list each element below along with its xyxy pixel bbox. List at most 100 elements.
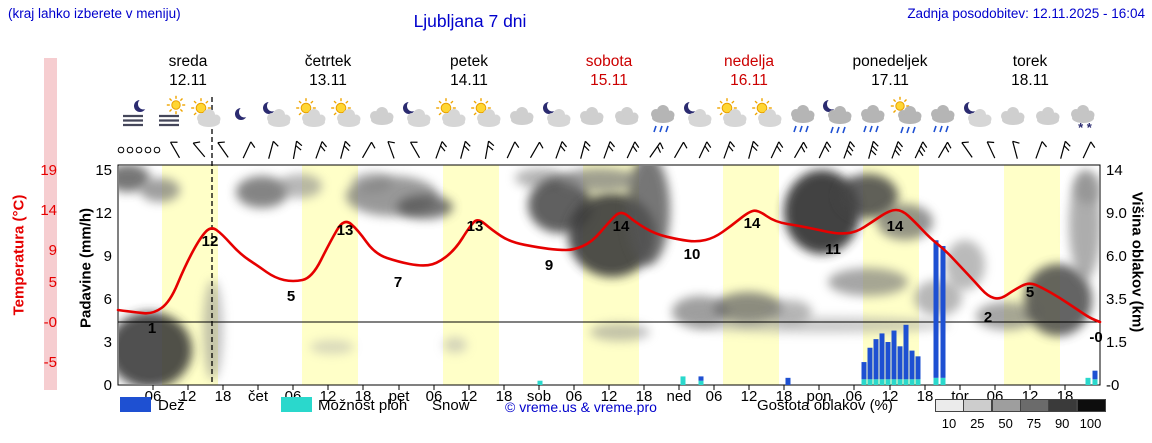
day-date: 15.11 [590, 72, 628, 89]
cloud-shape [1001, 107, 1025, 125]
weather-icon-moon-cloud [403, 100, 431, 127]
copyright-link[interactable]: © vreme.us & vreme.pro [505, 399, 657, 415]
cloud-shape [477, 109, 501, 127]
cloud-density-swatch [1048, 399, 1078, 412]
day-name: petek [450, 53, 488, 70]
wind-barb [937, 141, 952, 159]
rain-bar [897, 346, 903, 380]
cloud-blob [443, 337, 467, 353]
temperature-curve [116, 208, 1102, 324]
cloud-shape [791, 105, 815, 123]
time-tick-label: 06 [566, 388, 583, 405]
cloud-shape [931, 105, 955, 123]
rain-bar [885, 342, 891, 380]
rain-bar [891, 330, 897, 380]
wind-barb [626, 141, 640, 159]
cloud-density-swatch [935, 399, 964, 412]
sun-shape [191, 98, 211, 118]
time-tick-label: 18 [917, 388, 934, 405]
moon-shape [263, 100, 278, 114]
wind-barb [192, 141, 206, 158]
wind-barb [555, 141, 568, 159]
weather-icon-cloud-snow: * * [1071, 105, 1095, 135]
temperature-axis-tick: 5 [49, 274, 57, 291]
shower-bar [1092, 379, 1098, 385]
cloud-shape [898, 106, 922, 124]
weather-icon-sun-cloud [717, 98, 747, 127]
last-update-text: Zadnja posodobitev: 12.11.2025 - 16:04 [907, 6, 1145, 21]
cloud-shape [723, 109, 747, 127]
precipitation-axis-tick: 9 [104, 248, 112, 265]
cloud-shape [758, 109, 782, 127]
day-name: sobota [585, 53, 633, 70]
shower-legend-swatch [281, 397, 312, 412]
fog-lines [159, 114, 179, 127]
cloud-blob [310, 340, 354, 354]
temperature-point-label: 10 [684, 246, 701, 263]
day-date: 13.11 [309, 72, 347, 89]
wind-barb [986, 141, 996, 159]
cloud-shape [337, 109, 361, 127]
precipitation-axis-tick: 15 [95, 162, 112, 179]
weather-icon-moon-cloud [684, 100, 712, 127]
shower-bar [680, 376, 686, 385]
cloud-density-value: 100 [1079, 416, 1102, 431]
temperature-point-label: 13 [337, 222, 354, 239]
cloud-blob [590, 323, 650, 341]
weather-icon-sun-cloud [331, 98, 361, 127]
temperature-axis-tick: 19 [40, 162, 57, 179]
wind-barb [580, 140, 591, 159]
shower-bar [879, 379, 885, 385]
precipitation-axis-tick: 0 [104, 377, 112, 394]
cloud-shape [547, 109, 571, 127]
wind-barb [843, 141, 856, 159]
cloud-density-layer [119, 166, 1099, 384]
wind-barb [1035, 141, 1048, 159]
cloud-blob [278, 174, 322, 198]
wind-barb [868, 140, 879, 159]
temperature-axis-tick: -5 [44, 354, 57, 371]
wind-barb [387, 140, 395, 159]
day-header: sobota 15.11 [586, 52, 633, 90]
moon-shape [543, 100, 558, 114]
cloud-density-value: 75 [1026, 416, 1042, 431]
time-tick-label: sob [527, 388, 551, 405]
day-date: 14.11 [450, 72, 488, 89]
day-name: sreda [168, 53, 208, 70]
cloud-density-swatch [1019, 399, 1049, 412]
cloud-density-scale: 10 25 50 75 90 100 [935, 399, 1107, 433]
rain-drops [793, 125, 809, 133]
weather-icon-fog-sun [159, 95, 186, 127]
temperature-axis-tick: -0 [44, 314, 57, 331]
wind-barb [770, 141, 784, 159]
cloud-shape [861, 105, 885, 123]
cloud-shape [370, 107, 394, 125]
rain-drops [900, 126, 916, 134]
rain-bar [915, 356, 921, 380]
temperature-point-label: 14 [744, 215, 761, 232]
rain-drops [653, 125, 669, 133]
time-tick-label: pet [389, 388, 411, 405]
wind-barb [698, 141, 712, 159]
time-tick-label: 06 [706, 388, 723, 405]
rain-legend-swatch [120, 397, 151, 412]
rain-bar [1092, 370, 1098, 380]
weather-icon-cloud [370, 107, 394, 125]
cloud-shape [968, 109, 992, 127]
cloud-blob [119, 312, 192, 384]
cloud-shape [302, 109, 326, 127]
time-tick-label: 18 [636, 388, 653, 405]
day-header: četrtek 13.11 [305, 52, 352, 90]
time-tick-label: 06 [846, 388, 863, 405]
calm-wind-circle [126, 146, 134, 154]
time-tick-label: 12 [320, 388, 337, 405]
cloud-shape [828, 106, 852, 124]
weather-icon-rain [651, 105, 675, 133]
cloud-blob [828, 268, 908, 296]
rain-bar [933, 240, 939, 378]
temperature-point-label: 5 [287, 288, 295, 305]
shower-bar [915, 379, 921, 385]
cloud-density-value: 50 [998, 416, 1013, 431]
